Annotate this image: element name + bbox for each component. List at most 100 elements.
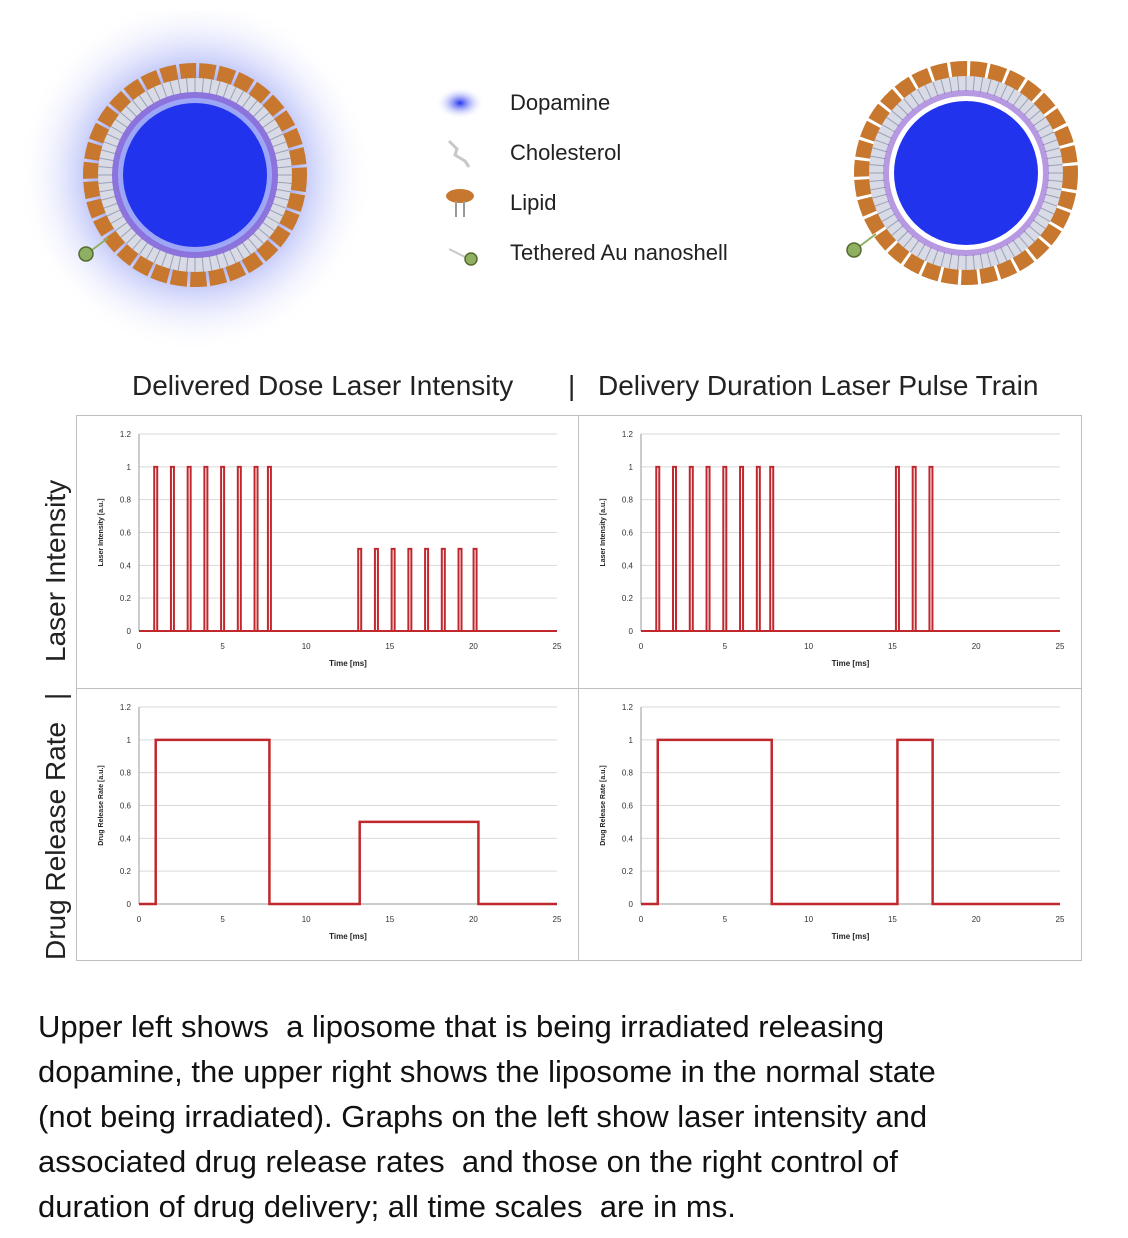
x-axis-label: Time [ms] (329, 659, 367, 668)
y-tick-label: 0.8 (622, 769, 634, 778)
chart-grid-frame (76, 415, 1082, 961)
x-tick-label: 10 (804, 915, 813, 924)
x-tick-label: 10 (302, 915, 311, 924)
x-tick-label: 10 (804, 642, 813, 651)
x-tick-label: 20 (972, 915, 981, 924)
y-tick-label: 0.4 (622, 834, 634, 843)
figure-caption: Upper left shows a liposome that is bein… (38, 1004, 1098, 1229)
laser-pulse (266, 465, 272, 631)
y-tick-label: 0.6 (622, 802, 634, 811)
laser-pulse (153, 465, 159, 631)
y-tick-label: 0 (629, 900, 634, 909)
y-tick-label: 0.6 (120, 802, 132, 811)
laser-pulse (440, 547, 446, 631)
chart-divider-horizontal (77, 688, 1081, 689)
lipid-icon (430, 183, 490, 223)
column-header-delivered-dose: Delivered Dose Laser Intensity (132, 370, 514, 401)
x-tick-label: 10 (302, 642, 311, 651)
release-rate-trace (139, 738, 557, 906)
x-tick-label: 0 (639, 915, 644, 924)
caption-line: Upper left shows a liposome that is bein… (38, 1009, 885, 1044)
laser-pulse (236, 465, 242, 631)
laser-pulse (220, 465, 226, 631)
release-rate-trace (641, 738, 1060, 906)
tethered-nanoshell (846, 233, 877, 258)
x-tick-label: 25 (553, 915, 562, 924)
legend-label: Cholesterol (510, 140, 622, 165)
x-tick-label: 15 (385, 915, 394, 924)
x-tick-label: 15 (888, 642, 897, 651)
y-tick-label: 1.2 (120, 703, 132, 712)
laser-pulse (186, 465, 192, 631)
legend-label: Dopamine (510, 90, 611, 115)
column-header-separator: | (568, 370, 576, 401)
x-tick-label: 25 (1056, 915, 1065, 924)
irradiated-liposome-illustration (17, 10, 370, 350)
x-tick-label: 25 (1056, 642, 1065, 651)
x-axis-label: Time [ms] (832, 932, 870, 941)
y-tick-label: 1 (629, 463, 634, 472)
y-axis-label: Drug Release Rate [a.u.] (600, 765, 607, 846)
laser-pulse (911, 465, 917, 631)
y-tick-label: 0.8 (120, 496, 132, 505)
y-tick-label: 0.4 (622, 561, 634, 570)
chart-laser-intensity-dose: 0 0.2 0.4 0.6 0.8 1 1.2 0 5 10 15 20 25 Time [ms] Lase… (98, 430, 562, 668)
laser-pulse (169, 465, 175, 631)
liposome-shell (854, 61, 1078, 285)
laser-pulse (705, 465, 711, 631)
y-tick-label: 0.6 (622, 529, 634, 538)
y-tick-label: 1.2 (622, 703, 634, 712)
chart-release-rate-duration: 0 0.2 0.4 0.6 0.8 1 1.2 0 5 10 15 20 25 Time [ms] Drug… (600, 703, 1065, 941)
caption-line: dopamine, the upper right shows the lipo… (38, 1054, 936, 1089)
y-tick-label: 1.2 (120, 430, 132, 439)
dopamine-core (894, 101, 1038, 245)
x-tick-label: 0 (137, 915, 142, 924)
y-tick-label: 0.2 (622, 867, 634, 876)
laser-pulse (688, 465, 694, 631)
row-header-separator: | (40, 692, 71, 700)
x-tick-label: 15 (385, 642, 394, 651)
liposome-shell (83, 63, 307, 287)
y-tick-label: 0 (127, 900, 132, 909)
x-tick-label: 15 (888, 915, 897, 924)
laser-pulse (739, 465, 745, 631)
y-tick-label: 0.8 (120, 769, 132, 778)
laser-pulse (390, 547, 396, 631)
laser-pulse (424, 547, 430, 631)
normal-liposome-illustration (846, 61, 1078, 285)
y-tick-label: 0 (127, 627, 132, 636)
laser-pulse (373, 547, 379, 631)
y-axis-label: Laser Intensity [a.u.] (98, 498, 105, 566)
x-axis-label: Time [ms] (329, 932, 367, 941)
x-tick-label: 25 (553, 642, 562, 651)
y-tick-label: 1 (127, 736, 132, 745)
y-axis-label: Laser Intensity [a.u.] (600, 498, 607, 566)
x-tick-label: 20 (972, 642, 981, 651)
laser-pulse (357, 547, 363, 631)
legend-item-lipid: Lipid (430, 178, 790, 228)
y-tick-label: 1.2 (622, 430, 634, 439)
legend-item-dopamine: Dopamine (430, 78, 790, 128)
x-tick-label: 5 (723, 915, 728, 924)
y-tick-label: 0.6 (120, 529, 132, 538)
caption-line: associated drug release rates and those … (38, 1144, 898, 1179)
laser-pulse (672, 465, 678, 631)
x-tick-label: 0 (639, 642, 644, 651)
y-tick-label: 1 (629, 736, 634, 745)
y-tick-label: 0 (629, 627, 634, 636)
y-tick-label: 0.4 (120, 561, 132, 570)
row-header-drug-release-rate: Drug Release Rate (40, 721, 71, 960)
laser-pulse (755, 465, 761, 631)
laser-pulse (769, 465, 775, 631)
tethered-nanoshell (78, 237, 109, 262)
legend-item-cholesterol: Cholesterol (430, 128, 790, 178)
caption-line: duration of drug delivery; all time scal… (38, 1189, 736, 1224)
x-tick-label: 20 (469, 642, 478, 651)
dopamine-core (123, 103, 267, 247)
x-tick-label: 0 (137, 642, 142, 651)
nanoshell-icon (430, 233, 490, 273)
x-tick-label: 5 (723, 642, 728, 651)
legend-label: Tethered Au nanoshell (510, 240, 728, 265)
y-tick-label: 0.2 (622, 594, 634, 603)
laser-pulse (472, 547, 478, 631)
